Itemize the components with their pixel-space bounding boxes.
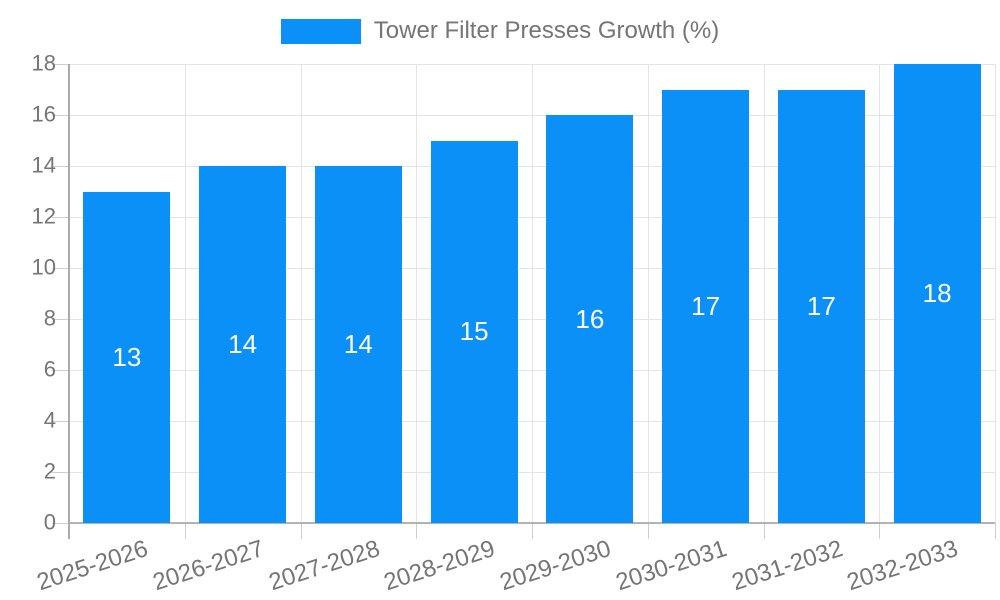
y-axis-label: 12 <box>31 203 56 229</box>
bar-value-label: 17 <box>806 290 836 321</box>
x-axis-label: 2028-2029 <box>380 535 499 597</box>
y-tick <box>52 115 69 116</box>
bar: 14 <box>314 166 402 523</box>
bar-value-label: 16 <box>575 303 605 334</box>
y-axis-label: 0 <box>43 509 56 535</box>
y-tick <box>52 64 69 65</box>
legend-swatch <box>280 18 361 44</box>
gridline-vertical <box>647 64 649 523</box>
y-axis-label: 18 <box>31 50 56 76</box>
x-tick <box>416 523 418 539</box>
y-axis-label: 10 <box>31 254 56 280</box>
bar-value-label: 15 <box>459 316 489 347</box>
bar: 17 <box>777 89 865 523</box>
x-tick <box>532 523 533 539</box>
y-tick <box>52 319 69 320</box>
gridline-vertical <box>184 64 186 523</box>
bar: 17 <box>662 89 750 523</box>
x-axis-label: 2030-2031 <box>612 535 730 597</box>
bar: 13 <box>83 191 171 523</box>
x-axis-label: 2031-2032 <box>728 535 846 597</box>
x-tick <box>995 523 996 539</box>
y-axis-label: 8 <box>43 305 56 331</box>
bar-value-label: 14 <box>228 329 258 359</box>
bar-value-label: 17 <box>691 290 721 321</box>
y-axis-label: 16 <box>31 101 56 127</box>
legend: Tower Filter Presses Growth (%) <box>0 17 1000 45</box>
gridline-vertical <box>995 64 996 523</box>
y-tick <box>52 523 69 524</box>
y-axis-label: 2 <box>43 458 56 484</box>
x-axis-label: 2027-2028 <box>265 535 383 597</box>
y-tick <box>52 370 69 371</box>
y-tick <box>52 472 69 473</box>
y-tick <box>52 217 69 218</box>
x-axis-line <box>69 522 995 524</box>
bar-value-label: 18 <box>922 278 952 308</box>
bar-value-label: 14 <box>343 329 373 359</box>
x-axis-label: 2025-2026 <box>33 535 152 597</box>
x-tick <box>300 523 302 539</box>
y-axis-label: 6 <box>43 356 56 382</box>
y-tick <box>52 166 69 167</box>
x-axis-label: 2032-2033 <box>843 535 962 597</box>
y-axis-label: 4 <box>43 407 56 433</box>
bar: 15 <box>430 140 518 523</box>
gridline-vertical <box>416 64 418 523</box>
bar: 18 <box>893 64 981 523</box>
y-tick <box>52 421 69 422</box>
x-tick <box>879 523 881 539</box>
gridline-vertical <box>300 64 302 523</box>
y-axis-line <box>68 64 70 539</box>
x-axis-label: 2029-2030 <box>496 535 615 597</box>
legend-label: Tower Filter Presses Growth (%) <box>373 17 720 44</box>
x-axis-label: 2026-2027 <box>149 535 267 597</box>
gridline-vertical <box>532 64 533 523</box>
y-axis-label: 14 <box>31 152 56 178</box>
x-tick <box>647 523 649 539</box>
x-tick <box>763 523 765 539</box>
gridline-vertical <box>763 64 765 523</box>
bar: 16 <box>546 115 634 523</box>
y-tick <box>52 268 69 269</box>
bar: 14 <box>199 166 287 523</box>
x-tick <box>184 523 186 539</box>
gridline-vertical <box>879 64 881 523</box>
bar-value-label: 13 <box>112 341 142 372</box>
